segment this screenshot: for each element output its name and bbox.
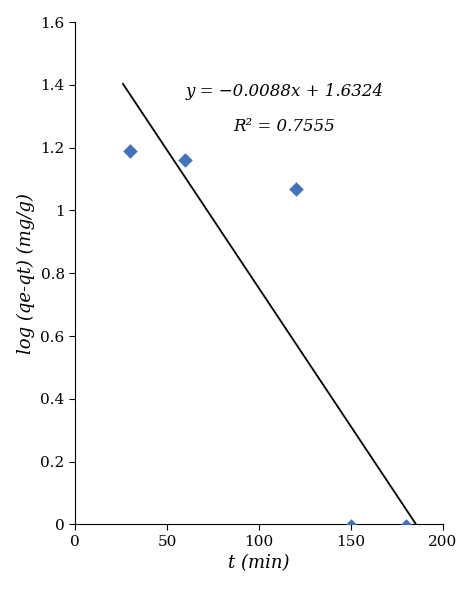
Point — [127, 146, 134, 155]
Text: R² = 0.7555: R² = 0.7555 — [234, 118, 336, 135]
Point — [402, 521, 410, 531]
Point — [182, 155, 189, 165]
Y-axis label: log (qe-qt) (mg/g): log (qe-qt) (mg/g) — [17, 193, 35, 354]
Point — [292, 184, 300, 193]
X-axis label: t (min): t (min) — [228, 554, 290, 573]
Point — [347, 521, 355, 531]
Text: y = −0.0088x + 1.6324: y = −0.0088x + 1.6324 — [186, 83, 384, 100]
